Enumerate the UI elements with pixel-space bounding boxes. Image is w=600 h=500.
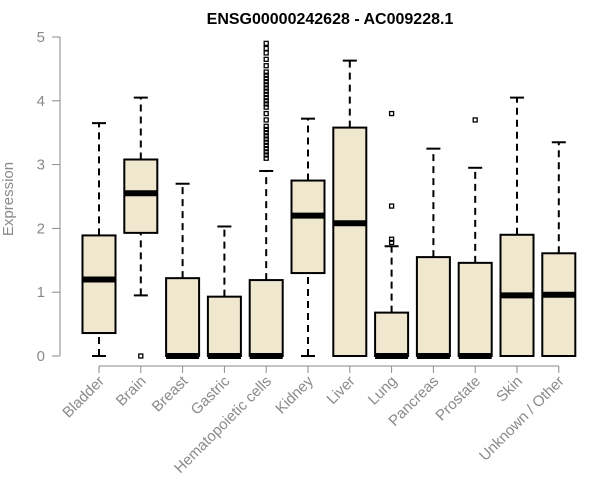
- outlier-point: [263, 45, 269, 52]
- box-iqr: [415, 256, 451, 357]
- y-tick-label: 4: [37, 93, 45, 110]
- outlier-point: [263, 63, 269, 69]
- outlier-point: [263, 145, 269, 152]
- box-iqr: [290, 179, 326, 275]
- outlier-point: [263, 149, 269, 155]
- y-tick-label: 3: [37, 157, 45, 174]
- outlier-point: [263, 85, 269, 91]
- outlier-point: [263, 110, 269, 117]
- outlier-point: [263, 152, 269, 158]
- x-tick-label: Lung: [365, 373, 401, 409]
- outlier-point: [263, 136, 269, 142]
- box-iqr: [374, 311, 410, 357]
- x-tick-label: Skin: [493, 373, 526, 406]
- boxes-group: [81, 40, 577, 359]
- outlier-point: [263, 56, 269, 62]
- box-unknown-other: [541, 141, 577, 357]
- outlier-point: [263, 104, 269, 110]
- box-breast: [165, 182, 201, 359]
- outlier-point: [263, 72, 269, 78]
- y-axis: 0 1 2 3 4 5: [37, 29, 61, 365]
- outlier-point: [263, 130, 269, 136]
- box-pancreas: [415, 147, 451, 359]
- x-tick-label: Breast: [149, 372, 192, 415]
- outlier-point: [263, 40, 269, 47]
- x-tick-label: Liver: [324, 373, 359, 408]
- box-iqr: [248, 279, 284, 357]
- outlier-point: [263, 133, 269, 139]
- outlier-point: [263, 98, 269, 104]
- outlier-point: [388, 110, 395, 117]
- outlier-point: [263, 82, 269, 88]
- x-tick-label: Prostate: [432, 373, 484, 425]
- box-iqr: [165, 277, 201, 357]
- outlier-point: [263, 75, 269, 82]
- outlier-point: [263, 94, 269, 101]
- y-axis-label: Expression: [0, 162, 17, 236]
- y-tick-label: 1: [37, 284, 45, 301]
- outlier-point: [263, 101, 269, 107]
- outlier-point: [263, 69, 269, 75]
- y-tick-label: 5: [37, 29, 45, 46]
- outlier-point: [138, 353, 144, 359]
- outlier-point: [263, 79, 269, 85]
- box-iqr: [457, 261, 493, 357]
- y-tick-label: 0: [37, 348, 45, 365]
- box-bladder: [81, 122, 117, 357]
- outlier-point: [263, 91, 269, 98]
- outlier-point: [388, 239, 395, 246]
- box-lung: [374, 110, 410, 359]
- box-skin: [499, 96, 535, 357]
- box-brain: [123, 96, 159, 359]
- box-iqr: [332, 126, 368, 358]
- box-iqr: [206, 295, 242, 357]
- x-tick-label: Brain: [113, 373, 150, 410]
- box-gastric: [206, 225, 242, 359]
- box-iqr: [541, 252, 577, 357]
- y-tick-label: 2: [37, 220, 45, 237]
- outlier-point: [263, 117, 269, 123]
- outlier-point: [472, 117, 478, 123]
- x-tick-label: Bladder: [59, 373, 108, 422]
- box-prostate: [457, 117, 493, 359]
- outlier-point: [388, 236, 395, 242]
- outlier-point: [388, 203, 395, 209]
- outlier-point: [263, 50, 269, 56]
- outlier-point: [263, 142, 269, 149]
- box-hematopoietic-cells: [248, 40, 284, 359]
- outlier-point: [263, 139, 269, 145]
- outlier-point: [263, 123, 269, 129]
- outlier-point: [263, 126, 269, 133]
- chart-title: ENSG00000242628 - AC009228.1: [207, 11, 454, 28]
- box-liver: [332, 59, 368, 358]
- outlier-point: [263, 88, 269, 94]
- outlier-point: [263, 155, 269, 161]
- box-iqr: [81, 234, 117, 335]
- x-tick-label: Kidney: [272, 372, 317, 417]
- box-kidney: [290, 117, 326, 357]
